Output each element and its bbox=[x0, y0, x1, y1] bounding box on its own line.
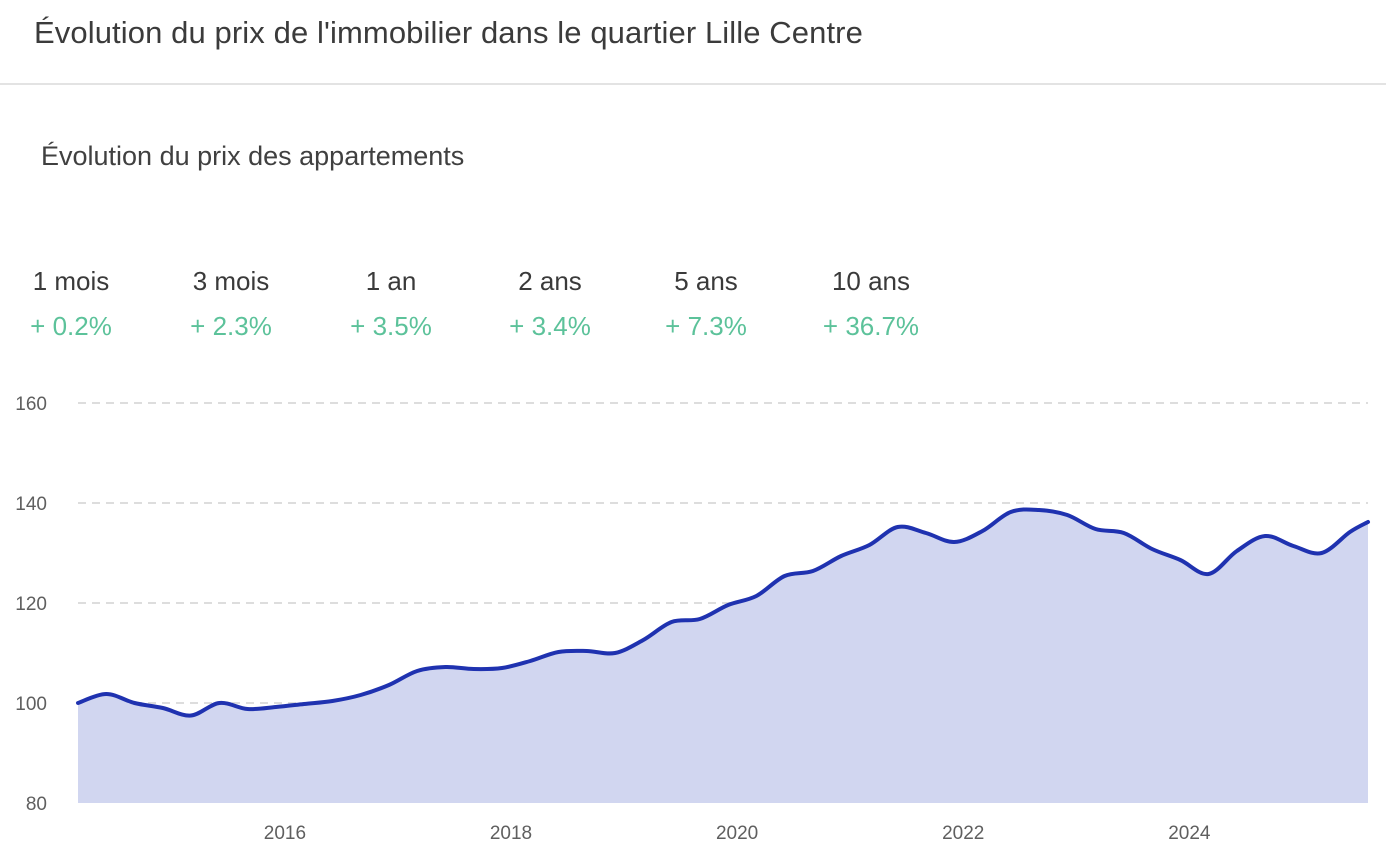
y-tick-label: 140 bbox=[15, 494, 47, 515]
y-axis: 80 100 120 140 160 bbox=[15, 394, 47, 815]
period-value: + 36.7% bbox=[822, 311, 920, 341]
period-label: 1 mois bbox=[32, 266, 110, 296]
period-value: + 2.3% bbox=[190, 311, 272, 341]
period-3-mois: 3 mois + 2.3% bbox=[180, 266, 282, 342]
period-2-ans: 2 ans + 3.4% bbox=[499, 266, 601, 342]
x-axis: 2016 2018 2020 2022 2024 bbox=[264, 823, 1211, 844]
period-10-ans: 10 ans + 36.7% bbox=[812, 266, 930, 342]
period-label: 10 ans bbox=[831, 266, 911, 296]
chart-title: Évolution du prix des appartements bbox=[41, 141, 465, 171]
period-label: 3 mois bbox=[192, 266, 270, 296]
price-line bbox=[76, 507, 1370, 718]
y-tick-label: 160 bbox=[15, 394, 47, 415]
period-value: + 3.4% bbox=[509, 311, 591, 341]
x-tick-label: 2022 bbox=[942, 823, 984, 844]
period-5-ans: 5 ans + 7.3% bbox=[656, 266, 756, 342]
y-tick-label: 100 bbox=[15, 694, 47, 715]
period-value: + 0.2% bbox=[30, 311, 112, 341]
price-area bbox=[78, 509, 1368, 803]
period-value: + 3.5% bbox=[350, 311, 432, 341]
x-tick-label: 2024 bbox=[1168, 823, 1211, 844]
x-tick-label: 2020 bbox=[716, 823, 758, 844]
period-1-an: 1 an + 3.5% bbox=[340, 266, 442, 342]
period-label: 1 an bbox=[365, 266, 417, 296]
x-tick-label: 2018 bbox=[490, 823, 532, 844]
y-tick-label: 120 bbox=[15, 594, 47, 615]
x-tick-label: 2016 bbox=[264, 823, 306, 844]
price-chart: 80 100 120 140 160 2016 2018 2020 2022 2024 bbox=[15, 394, 1370, 844]
page-header: Évolution du prix de l'immobilier dans l… bbox=[0, 0, 1386, 85]
page-title: Évolution du prix de l'immobilier dans l… bbox=[34, 15, 863, 50]
period-1-mois: 1 mois + 0.2% bbox=[22, 266, 120, 342]
period-label: 5 ans bbox=[674, 266, 738, 296]
y-tick-label: 80 bbox=[26, 794, 47, 815]
period-label: 2 ans bbox=[518, 266, 582, 296]
period-value: + 7.3% bbox=[665, 311, 747, 341]
